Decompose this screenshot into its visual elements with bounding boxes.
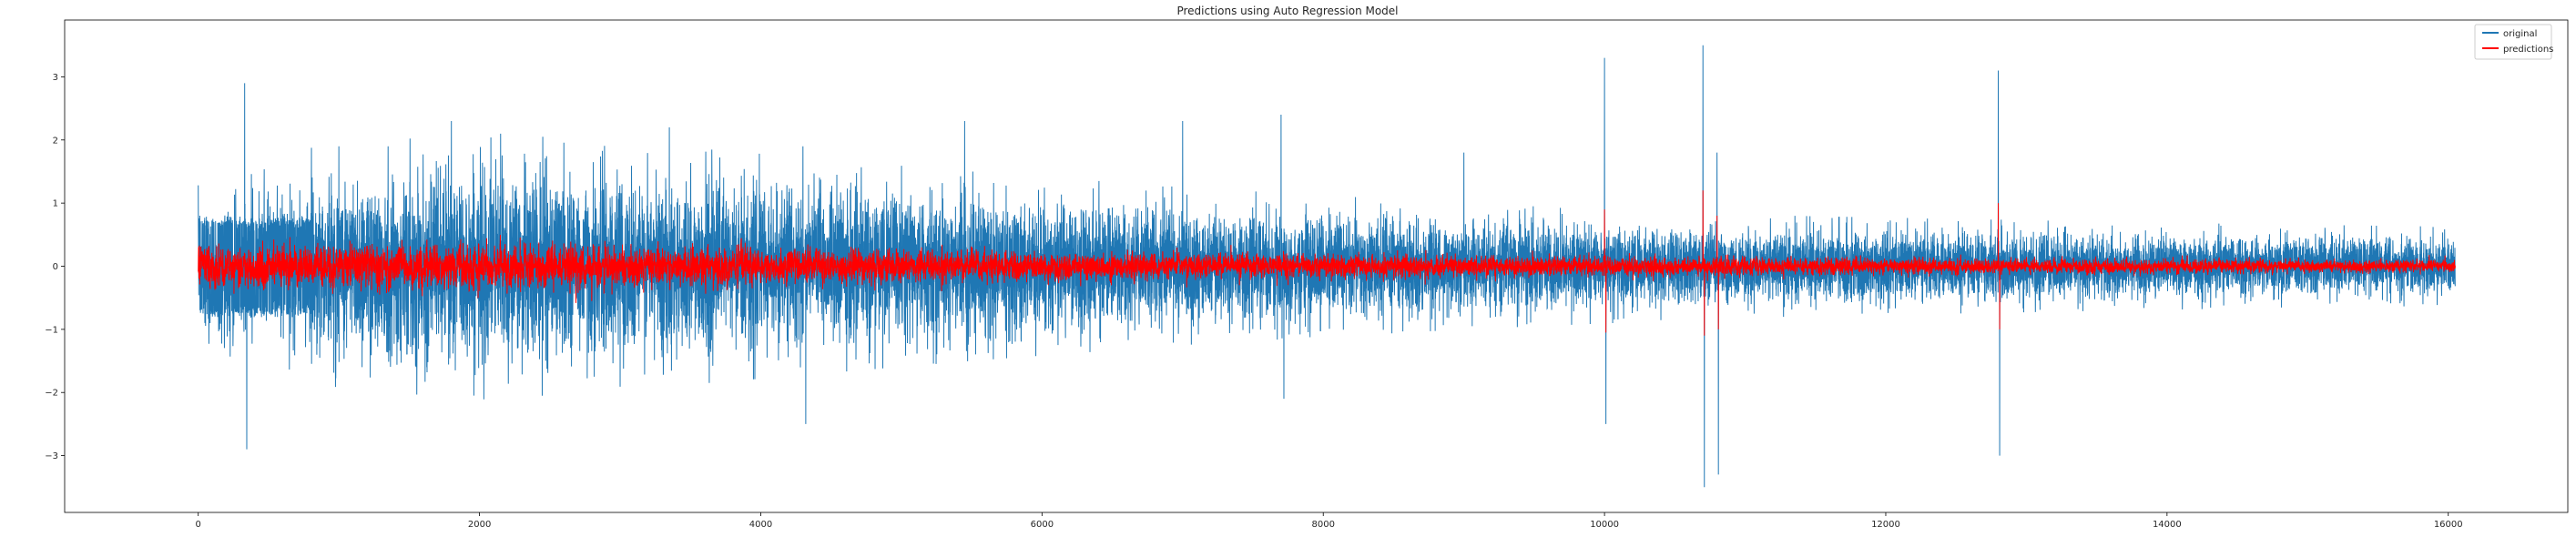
x-tick-label: 8000 bbox=[1311, 520, 1334, 530]
x-tick-label: 10000 bbox=[1590, 520, 1619, 530]
y-tick-label: −1 bbox=[45, 325, 58, 335]
x-tick-label: 6000 bbox=[1031, 520, 1054, 530]
legend-label-predictions: predictions bbox=[2503, 45, 2553, 55]
axes: 0 2000 4000 6000 8000 10000 12000 14000 16000 −3 −… bbox=[45, 19, 2569, 530]
x-tick-label: 4000 bbox=[749, 520, 772, 530]
y-tick-label: 2 bbox=[53, 136, 58, 146]
x-tick-label: 12000 bbox=[1871, 520, 1900, 530]
chart-title: Predictions using Auto Regression Model bbox=[1176, 5, 1398, 17]
y-tick-label: −2 bbox=[45, 389, 58, 399]
plot-area bbox=[198, 45, 2456, 488]
y-tick-label: −3 bbox=[45, 451, 58, 461]
series-line-predictions bbox=[198, 190, 2456, 336]
x-tick-label: 0 bbox=[196, 520, 201, 530]
y-tick-label: 0 bbox=[53, 262, 58, 272]
legend: original predictions bbox=[2474, 24, 2553, 60]
y-tick-label: 1 bbox=[53, 199, 58, 209]
legend-label-original: original bbox=[2503, 29, 2537, 39]
y-tick-label: 3 bbox=[53, 73, 58, 83]
x-tick-label: 14000 bbox=[2153, 520, 2182, 530]
x-tick-label: 2000 bbox=[468, 520, 491, 530]
x-tick-label: 16000 bbox=[2434, 520, 2463, 530]
